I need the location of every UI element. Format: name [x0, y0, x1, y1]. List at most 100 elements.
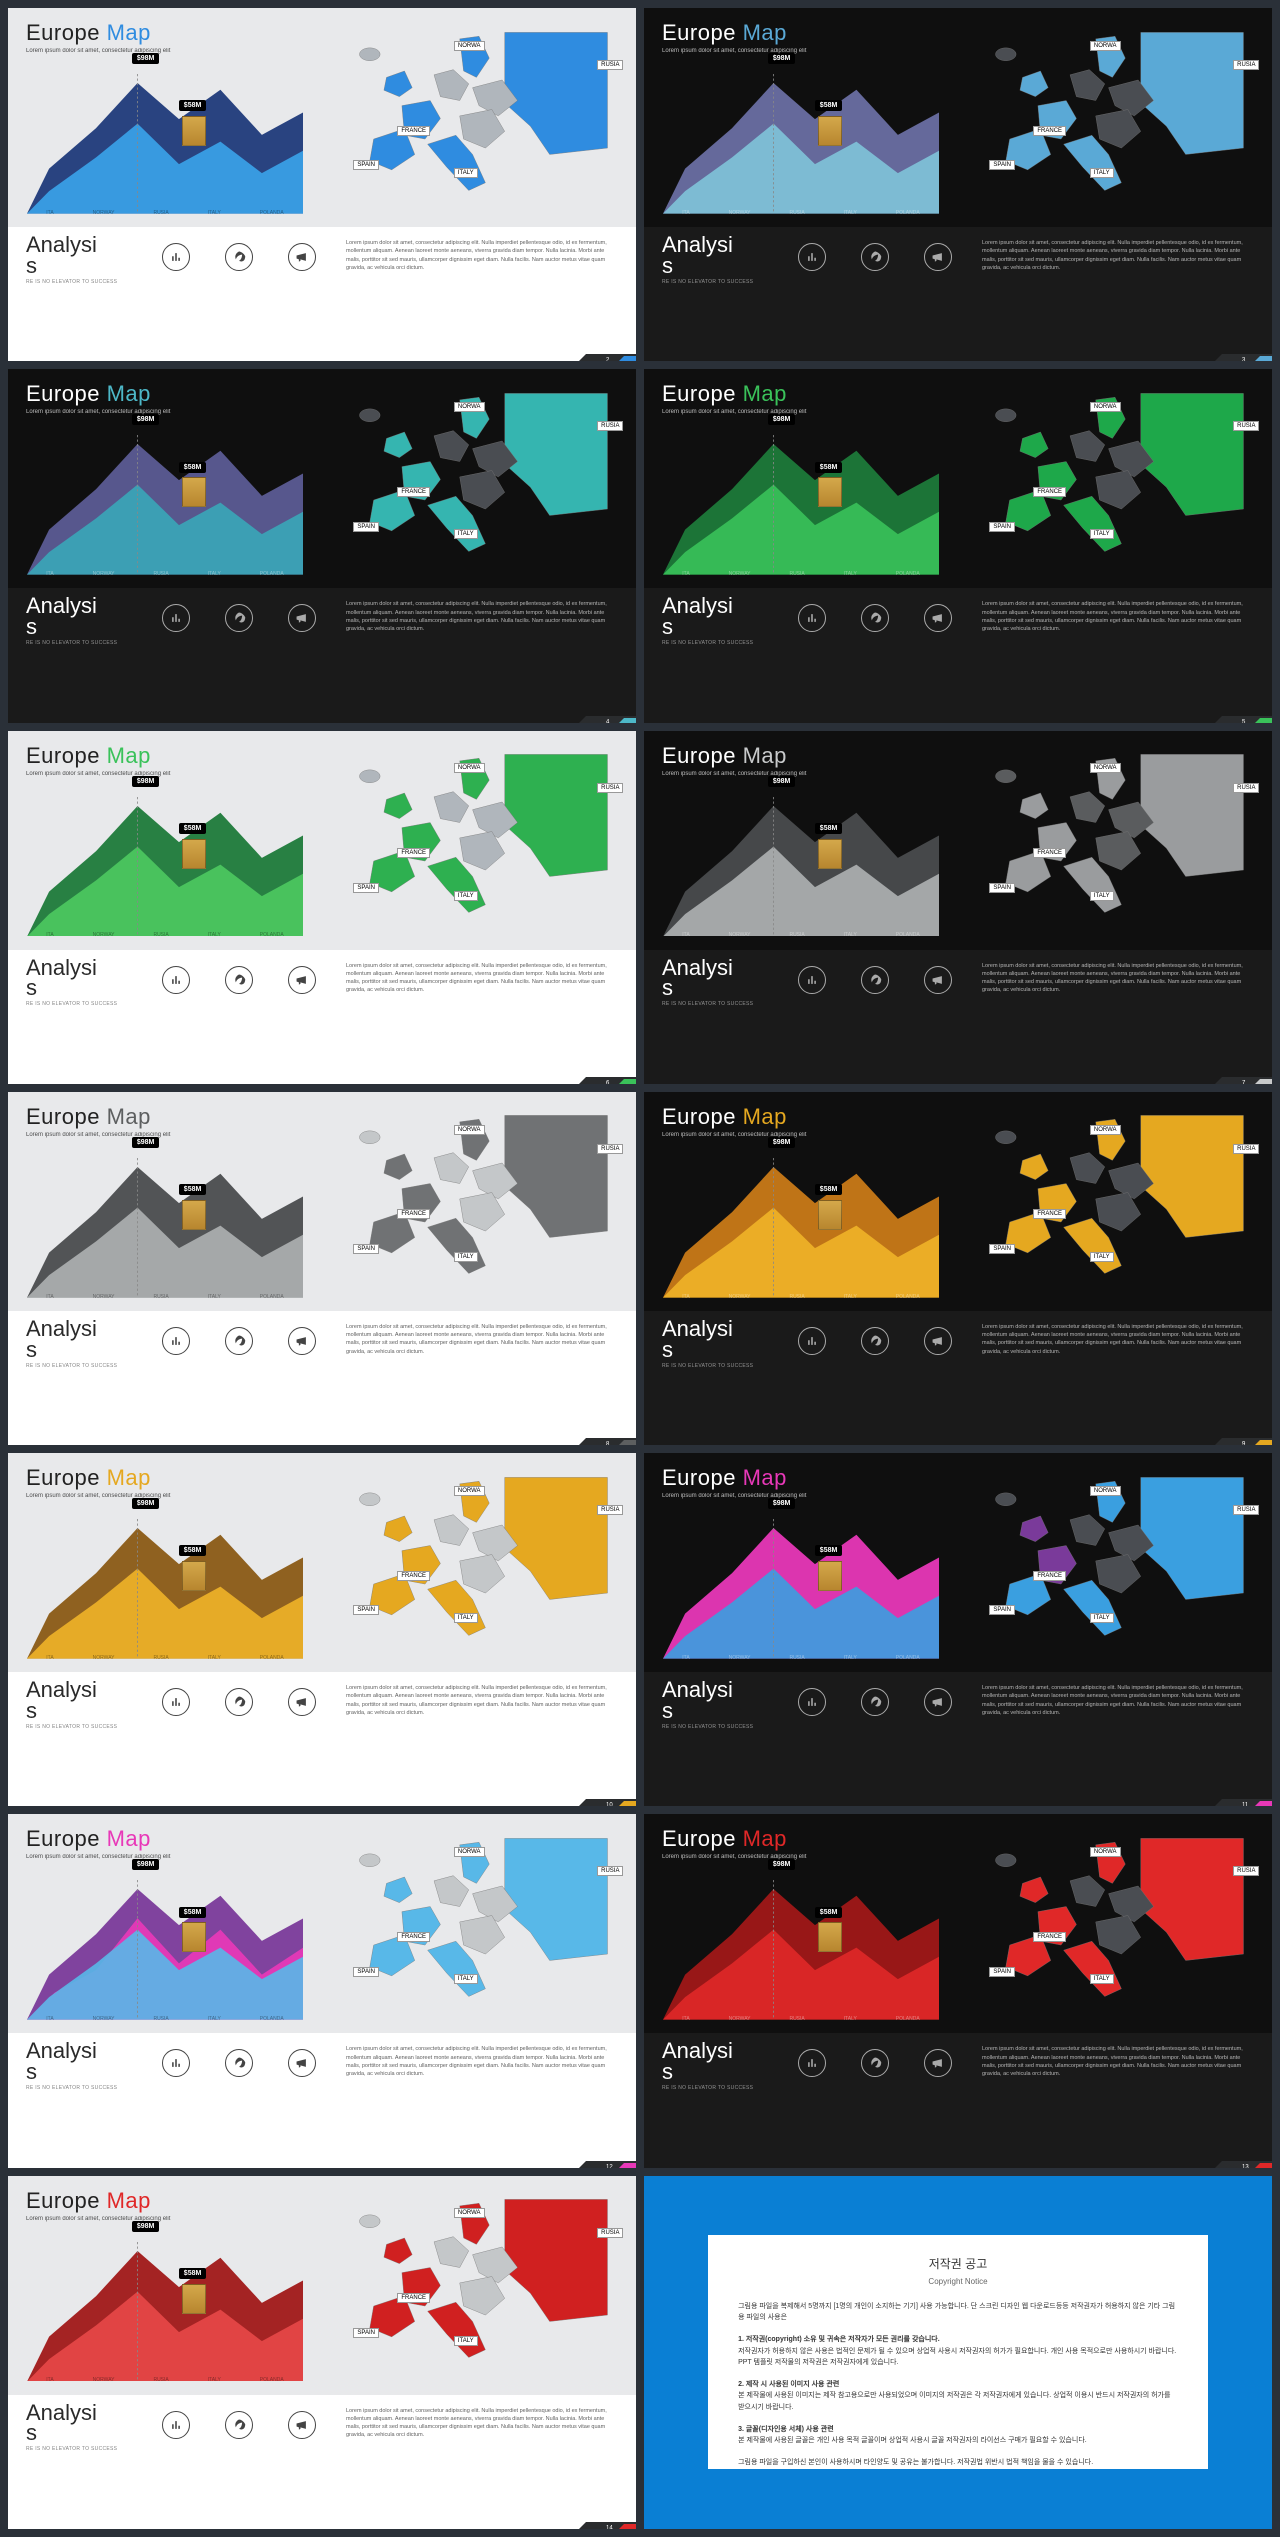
slide-subtitle: Lorem ipsum dolor sit amet, consectetur … — [662, 1854, 806, 1860]
analysis-title: Analysis — [26, 2041, 133, 2083]
map-zone: NORWA RUSIA FRANCE SPAIN ITALY — [958, 748, 1272, 941]
upper-region: Europe Map Lorem ipsum dolor sit amet, c… — [644, 1092, 1272, 1311]
label-france: FRANCE — [397, 2293, 430, 2303]
x-label: NORWAY — [729, 210, 751, 216]
body-text: Lorem ipsum dolor sit amet, consectetur … — [346, 1319, 618, 1437]
body-text: Lorem ipsum dolor sit amet, consectetur … — [982, 1319, 1254, 1437]
x-label: ITALY — [844, 932, 857, 938]
analysis-title: Analysis — [26, 1680, 133, 1722]
slide-6: Europe Map Lorem ipsum dolor sit amet, c… — [8, 731, 636, 1084]
title-block: Europe Map Lorem ipsum dolor sit amet, c… — [26, 1104, 170, 1138]
label-norwa: NORWA — [1090, 41, 1121, 51]
europe-map — [958, 26, 1272, 219]
title-prefix: Europe — [662, 381, 736, 406]
cp-p1: 그림용 파일을 복제해서 5명까지 [1명의 개인이 소지하는 기기] 사용 가… — [738, 2301, 1178, 2323]
megaphone-icon — [924, 1327, 952, 1355]
body-text: Lorem ipsum dolor sit amet, consectetur … — [346, 596, 618, 714]
x-label: NORWAY — [93, 2377, 115, 2383]
analysis-title: Analysis — [26, 1319, 133, 1361]
x-label: NORWAY — [93, 571, 115, 577]
x-label: RUSIA — [789, 1294, 804, 1300]
slide-subtitle: Lorem ipsum dolor sit amet, consectetur … — [26, 1854, 170, 1860]
label-spain: SPAIN — [989, 1605, 1015, 1615]
analysis-block: Analysis RE IS NO ELEVATOR TO SUCCESS — [26, 235, 133, 353]
analysis-title: Analysis — [662, 235, 769, 277]
label-italy: ITALY — [1090, 1252, 1114, 1262]
x-axis-labels: ITANORWAYRUSIAITALYPOLANDA — [27, 571, 303, 577]
corner-accent: 2 — [576, 351, 636, 361]
label-italy: ITALY — [454, 1974, 478, 1984]
corner-accent: 3 — [1212, 351, 1272, 361]
x-label: ITALY — [208, 2377, 221, 2383]
x-label: POLANDA — [260, 571, 284, 577]
x-axis-labels: ITANORWAYRUSIAITALYPOLANDA — [27, 2377, 303, 2383]
label-spain: SPAIN — [353, 2328, 379, 2338]
x-label: ITALY — [844, 1294, 857, 1300]
analysis-title: Analysis — [26, 2403, 133, 2445]
title-block: Europe Map Lorem ipsum dolor sit amet, c… — [26, 381, 170, 415]
title-block: Europe Map Lorem ipsum dolor sit amet, c… — [26, 20, 170, 54]
slide-title: Europe Map — [662, 743, 806, 769]
x-label: ITALY — [844, 2016, 857, 2022]
europe-map — [958, 387, 1272, 580]
map-zone: NORWA RUSIA FRANCE SPAIN ITALY — [322, 387, 636, 580]
megaphone-icon — [924, 604, 952, 632]
label-spain: SPAIN — [353, 1605, 379, 1615]
title-block: Europe Map Lorem ipsum dolor sit amet, c… — [26, 1826, 170, 1860]
label-italy: ITALY — [1090, 1974, 1114, 1984]
x-label: ITA — [46, 210, 53, 216]
x-label: RUSIA — [153, 210, 168, 216]
analysis-subtitle: RE IS NO ELEVATOR TO SUCCESS — [26, 2085, 133, 2091]
title-accent: Map — [107, 1104, 151, 1129]
label-norwa: NORWA — [1090, 763, 1121, 773]
x-label: ITA — [682, 2016, 689, 2022]
slide-12: Europe Map Lorem ipsum dolor sit amet, c… — [8, 1814, 636, 2167]
chart-bar-icon — [162, 2049, 190, 2077]
icons-row — [145, 596, 334, 714]
map-zone: NORWA RUSIA FRANCE SPAIN ITALY — [322, 1832, 636, 2025]
title-block: Europe Map Lorem ipsum dolor sit amet, c… — [662, 381, 806, 415]
corner-accent: 12 — [576, 2158, 636, 2168]
icons-row — [781, 235, 970, 353]
analysis-block: Analysis RE IS NO ELEVATOR TO SUCCESS — [26, 2041, 133, 2159]
megaphone-icon — [288, 2049, 316, 2077]
label-italy: ITALY — [454, 891, 478, 901]
lower-region: Analysis RE IS NO ELEVATOR TO SUCCESS Lo… — [8, 1672, 636, 1806]
corner-accent: 14 — [576, 2519, 636, 2529]
x-label: ITA — [46, 1294, 53, 1300]
body-text: Lorem ipsum dolor sit amet, consectetur … — [346, 958, 618, 1076]
callout-high: $98M — [768, 1498, 796, 1509]
analysis-title: Analysis — [662, 1319, 769, 1361]
trophy-icon — [182, 1561, 206, 1591]
map-zone: NORWA RUSIA FRANCE SPAIN ITALY — [322, 1471, 636, 1664]
x-label: ITA — [46, 2377, 53, 2383]
title-block: Europe Map Lorem ipsum dolor sit amet, c… — [662, 1826, 806, 1860]
x-label: ITALY — [844, 210, 857, 216]
upper-region: Europe Map Lorem ipsum dolor sit amet, c… — [8, 1453, 636, 1672]
x-label: POLANDA — [260, 2377, 284, 2383]
callout-low: $58M — [815, 1184, 843, 1195]
body-text: Lorem ipsum dolor sit amet, consectetur … — [346, 2403, 618, 2521]
label-rusia: RUSIA — [597, 1144, 623, 1154]
label-france: FRANCE — [1033, 126, 1066, 136]
megaphone-icon — [288, 966, 316, 994]
leaf-icon — [861, 966, 889, 994]
slide-subtitle: Lorem ipsum dolor sit amet, consectetur … — [662, 48, 806, 54]
analysis-block: Analysis RE IS NO ELEVATOR TO SUCCESS — [26, 958, 133, 1076]
europe-map — [958, 1471, 1272, 1664]
label-france: FRANCE — [397, 1932, 430, 1942]
map-zone: NORWA RUSIA FRANCE SPAIN ITALY — [322, 1109, 636, 1302]
x-label: NORWAY — [729, 1294, 751, 1300]
x-label: RUSIA — [153, 2016, 168, 2022]
trophy-icon — [182, 2284, 206, 2314]
copyright-slide: 저작권 공고 Copyright Notice 그림용 파일을 복제해서 5명까… — [644, 2176, 1272, 2529]
icons-row — [145, 958, 334, 1076]
leaf-icon — [861, 1327, 889, 1355]
body-text: Lorem ipsum dolor sit amet, consectetur … — [346, 2041, 618, 2159]
upper-region: Europe Map Lorem ipsum dolor sit amet, c… — [8, 1092, 636, 1311]
slide-subtitle: Lorem ipsum dolor sit amet, consectetur … — [662, 771, 806, 777]
area-chart: $98M $58M ITANORWAYRUSIAITALYPOLANDA — [27, 779, 303, 937]
slide-9: Europe Map Lorem ipsum dolor sit amet, c… — [644, 1092, 1272, 1445]
analysis-block: Analysis RE IS NO ELEVATOR TO SUCCESS — [26, 1319, 133, 1437]
callout-high: $98M — [768, 776, 796, 787]
